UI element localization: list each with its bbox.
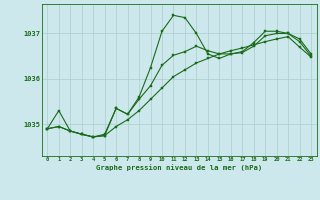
X-axis label: Graphe pression niveau de la mer (hPa): Graphe pression niveau de la mer (hPa): [96, 164, 262, 171]
